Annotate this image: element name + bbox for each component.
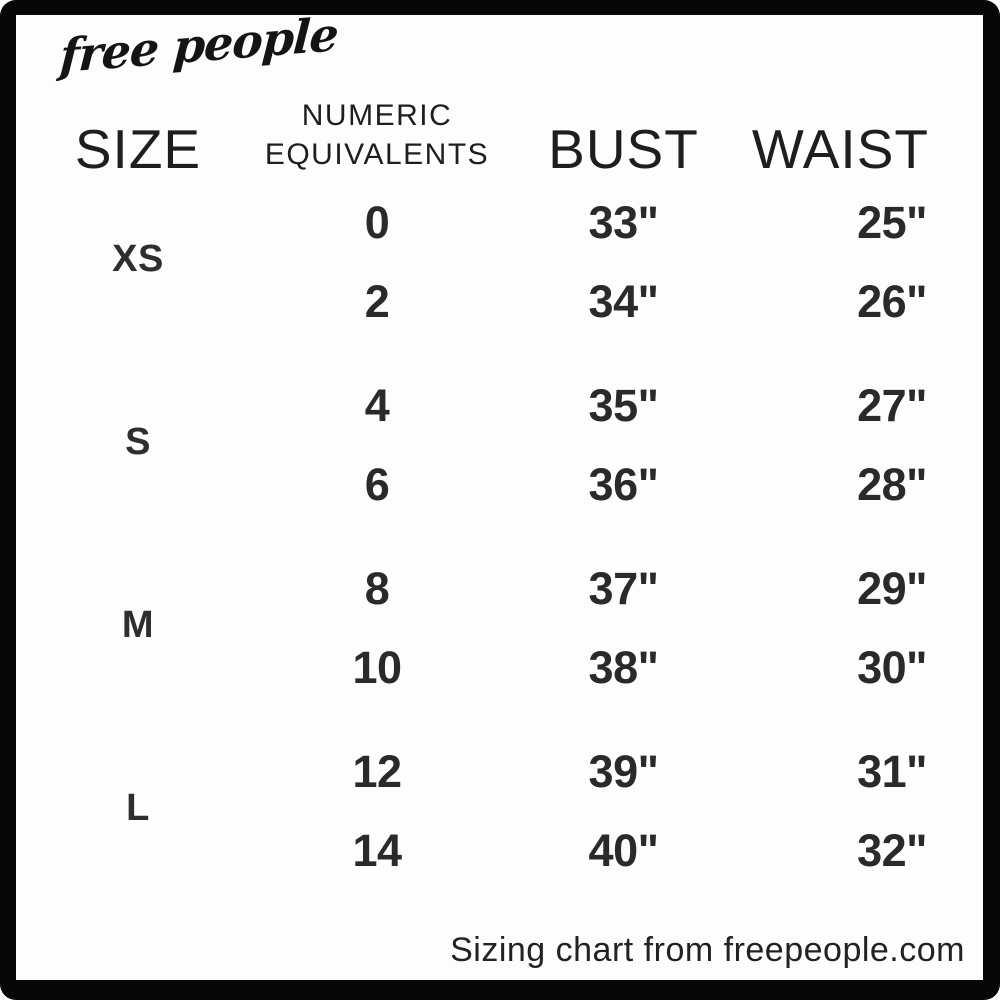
caption: Sizing chart from freepeople.com [450, 931, 965, 969]
bust-cell-s: 35" 36" [542, 366, 705, 549]
freepeople-logo: free people [58, 6, 340, 84]
numeric-value: 4 [364, 379, 390, 431]
bust-value: 38" [588, 642, 659, 694]
numeric-value: 14 [352, 825, 402, 877]
numeric-value: 12 [352, 745, 402, 797]
numeric-value: 6 [364, 459, 390, 511]
waist-cell-l: 31" 32" [725, 732, 929, 915]
bust-value: 34" [588, 276, 659, 328]
waist-value: 31" [857, 745, 927, 797]
numeric-value: 10 [352, 642, 402, 694]
size-label-l: L [64, 732, 212, 915]
header-waist: WAIST [751, 118, 929, 180]
bust-cell-m: 37" 38" [542, 549, 705, 732]
numeric-cell-m: 8 10 [232, 549, 522, 732]
header-numeric-line1: NUMERIC [301, 99, 453, 132]
numeric-cell-l: 12 14 [232, 732, 522, 915]
numeric-value: 0 [364, 196, 390, 248]
header-bust: BUST [548, 118, 699, 180]
bust-cell-xs: 33" 34" [542, 183, 705, 366]
waist-value: 25" [857, 196, 927, 248]
waist-value: 29" [857, 562, 927, 614]
size-label-m: M [64, 549, 212, 732]
bust-value: 40" [588, 825, 659, 877]
waist-value: 32" [857, 825, 927, 877]
waist-value: 30" [857, 642, 927, 694]
size-table: XS 0 2 33" 34" 25" 26" S 4 6 [64, 183, 929, 915]
waist-value: 28" [857, 459, 927, 511]
size-label-xs: XS [64, 183, 212, 366]
size-label-s: S [64, 366, 212, 549]
bust-value: 33" [588, 196, 659, 248]
bust-value: 37" [588, 562, 659, 614]
header-numeric-line2: EQUIVALENTS [264, 138, 490, 171]
header-size: SIZE [74, 118, 202, 180]
numeric-cell-xs: 0 2 [232, 183, 522, 366]
table-header-row: SIZE NUMERIC EQUIVALENTS BUST WAIST [64, 95, 929, 177]
waist-value: 26" [857, 276, 927, 328]
numeric-value: 8 [364, 562, 390, 614]
chart-page: free people SIZE NUMERIC EQUIVALENTS BUS… [16, 7, 983, 980]
numeric-cell-s: 4 6 [232, 366, 522, 549]
waist-cell-xs: 25" 26" [725, 183, 929, 366]
numeric-value: 2 [364, 276, 390, 328]
bust-cell-l: 39" 40" [542, 732, 705, 915]
waist-cell-m: 29" 30" [725, 549, 929, 732]
bust-value: 39" [588, 745, 659, 797]
header-numeric-equivalents: NUMERIC EQUIVALENTS [232, 96, 522, 177]
waist-value: 27" [857, 379, 927, 431]
bust-value: 36" [588, 459, 659, 511]
waist-cell-s: 27" 28" [725, 366, 929, 549]
bust-value: 35" [588, 379, 659, 431]
